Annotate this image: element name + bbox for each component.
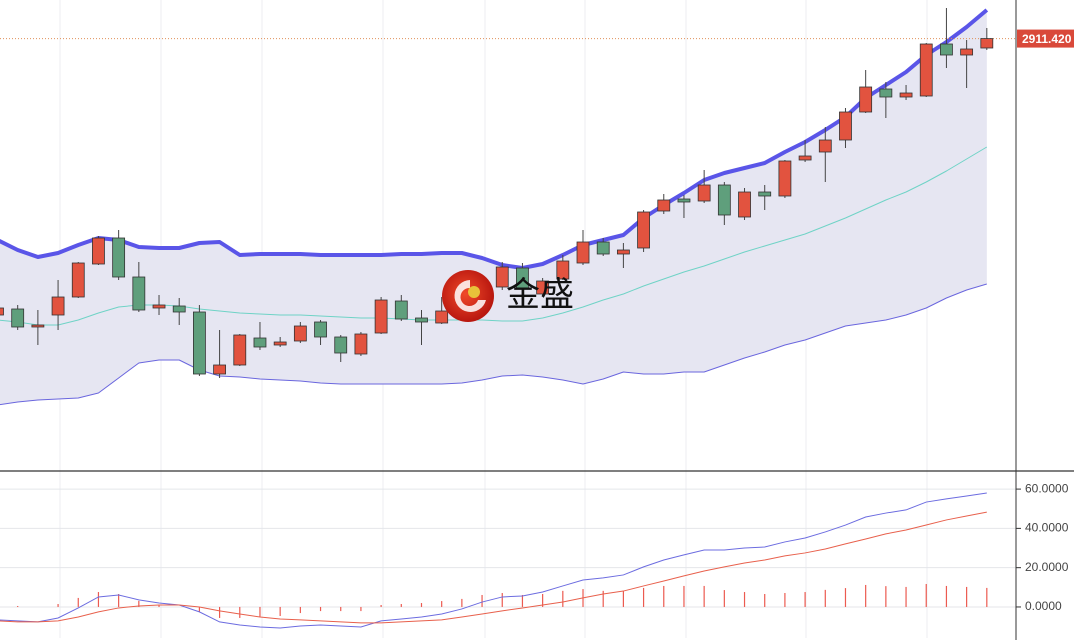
band-line: [0, 8, 989, 270]
candle-body: [576, 241, 590, 264]
watermark-text: 金盛: [506, 276, 574, 314]
band-area: [0, 10, 987, 405]
candle-body: [273, 341, 287, 346]
candle-body: [172, 305, 186, 313]
candle-body: [738, 191, 751, 218]
candle-body: [394, 300, 408, 320]
candle-body: [616, 249, 630, 255]
candle-body: [960, 48, 974, 56]
price-panel: [0, 8, 1016, 406]
candle-body: [495, 266, 509, 288]
candle-body: [556, 260, 570, 280]
candle-body: [415, 317, 428, 323]
candle-body: [71, 262, 85, 298]
band-line: [0, 283, 987, 406]
y-tick-label: 40.0000: [1025, 521, 1069, 535]
candle-body: [596, 241, 610, 255]
candle-body: [677, 198, 691, 203]
watermark-logo: 金盛: [442, 270, 574, 322]
candle-body: [192, 311, 206, 375]
candle-body: [334, 336, 348, 354]
logo-swoosh: [454, 280, 486, 312]
candle-body: [536, 280, 550, 295]
candle-body: [354, 333, 368, 355]
candle-body: [253, 337, 267, 348]
candle-body: [637, 211, 650, 249]
candle-body: [435, 310, 449, 324]
macd-panel: [0, 488, 1016, 629]
candle-body: [374, 299, 388, 334]
candle-body: [717, 184, 731, 216]
candle-body: [51, 296, 65, 316]
last-price-box: [1017, 29, 1074, 48]
candle-body: [152, 304, 166, 309]
candle-body: [516, 267, 529, 290]
y-tick-label: 60.0000: [1025, 481, 1069, 495]
candle-body: [859, 86, 873, 113]
last-price-label: 2911.420: [1022, 32, 1072, 46]
macd-line: [0, 511, 987, 624]
candle-body: [919, 43, 933, 97]
candle-body: [899, 92, 913, 98]
candle-body: [132, 276, 146, 311]
candle-body: [293, 325, 307, 342]
y-tick-label: 0.0000: [1025, 599, 1062, 613]
logo-dot: [468, 286, 480, 298]
candle-body: [112, 237, 126, 278]
candle-body: [92, 237, 105, 265]
candle-body: [314, 321, 327, 338]
candle-body: [980, 38, 994, 49]
y-tick-label: 20.0000: [1025, 560, 1069, 574]
candle-body: [0, 307, 4, 316]
candle-body: [758, 191, 772, 197]
macd-line: [0, 492, 987, 629]
value-axis: 2911.420 0.0000 20.0000 40.0000 60.0000: [1016, 29, 1074, 613]
candle-body: [778, 160, 792, 197]
candle-body: [940, 43, 953, 56]
candle-body: [697, 184, 711, 202]
candle-body: [213, 364, 226, 375]
logo-circle: [442, 270, 494, 322]
candle-body: [818, 139, 832, 153]
candle-body: [839, 111, 852, 141]
candle-body: [798, 155, 812, 161]
candle-body: [11, 308, 25, 328]
candle-body: [31, 324, 45, 328]
candle-body: [879, 88, 893, 98]
candle-body: [657, 199, 671, 212]
candle-body: [233, 334, 247, 366]
